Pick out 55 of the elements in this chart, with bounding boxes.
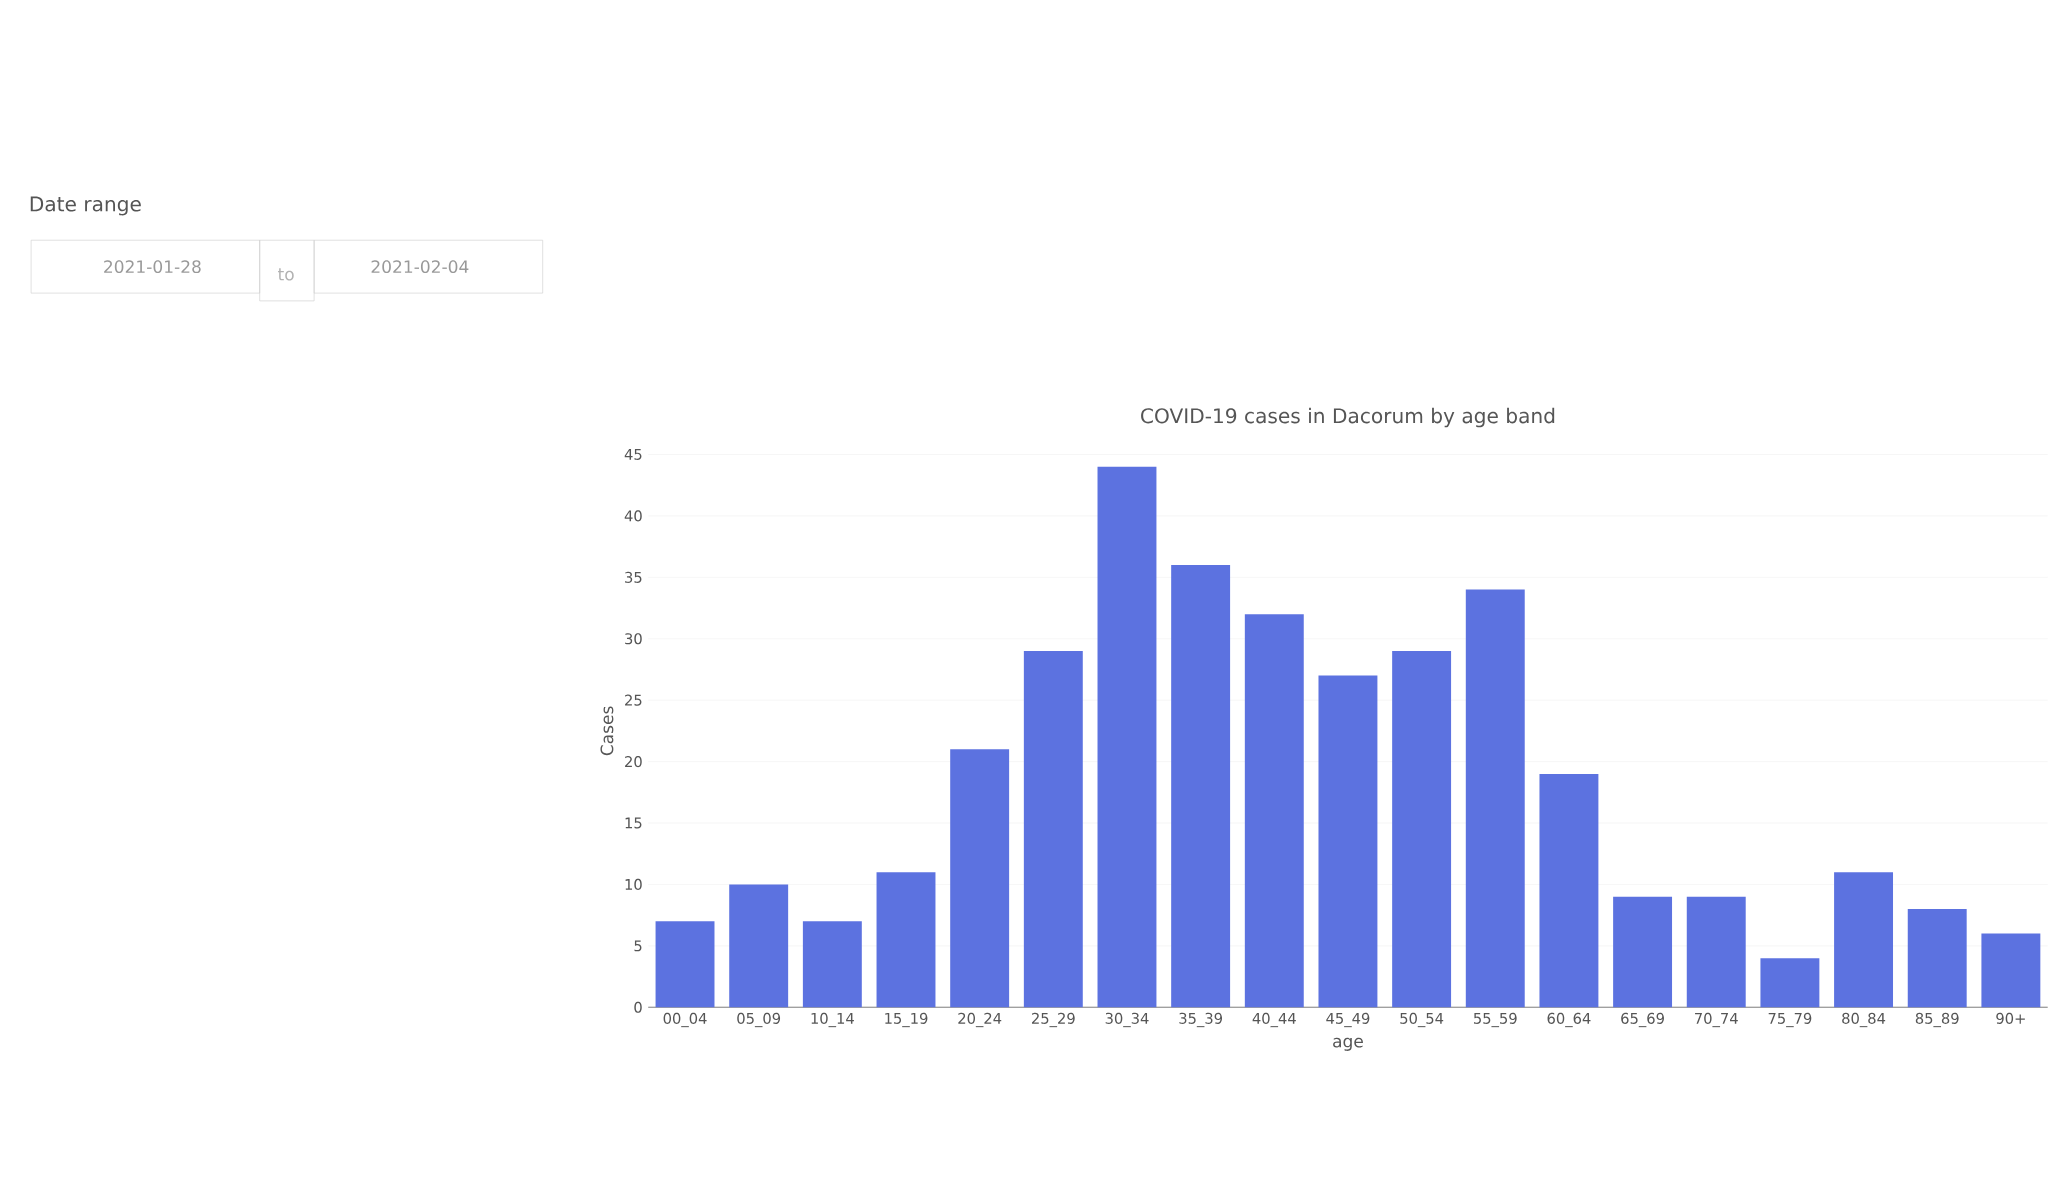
x-tick-label: 75_79	[1768, 1012, 1812, 1027]
y-tick-label: 15	[625, 817, 642, 829]
x-tick-label: 65_69	[1621, 1012, 1664, 1027]
y-axis-title: Cases	[600, 706, 614, 756]
bar	[802, 921, 862, 1008]
bar	[1613, 896, 1673, 1008]
bar	[1686, 896, 1746, 1008]
bar	[950, 749, 1010, 1008]
text: 2021-02-04	[371, 260, 469, 273]
bar	[655, 921, 715, 1008]
chart-title: COVID-19 cases in Dacorum by age band	[1141, 407, 1555, 428]
x-tick-label: 40_44	[1252, 1012, 1296, 1027]
bar	[1981, 933, 2041, 1008]
y-tick-label: 40	[624, 510, 642, 522]
text: to	[278, 268, 294, 281]
y-tick-label: 0	[634, 1001, 642, 1013]
x-tick-label: 90+	[1996, 1012, 2025, 1024]
bar	[1244, 614, 1304, 1008]
y-tick-label: 10	[625, 878, 642, 890]
text: Date range	[30, 196, 141, 216]
bar	[1760, 958, 1820, 1008]
x-tick-label: 55_59	[1474, 1012, 1517, 1027]
x-tick-label: 45_49	[1326, 1012, 1370, 1027]
bar	[1539, 773, 1599, 1008]
x-tick-label: 50_54	[1400, 1012, 1444, 1027]
y-tick-label: 5	[634, 940, 642, 952]
text: 2021-01-28	[104, 260, 201, 273]
y-tick-label: 25	[625, 694, 642, 706]
bar	[1392, 650, 1452, 1008]
y-tick-label: 35	[625, 571, 642, 583]
x-tick-label: 05_09	[737, 1012, 781, 1027]
bar	[1023, 650, 1083, 1008]
bar	[1834, 872, 1894, 1008]
x-tick-label: 70_74	[1695, 1012, 1738, 1027]
x-tick-label: 35_39	[1179, 1012, 1222, 1027]
y-tick-label: 20	[625, 755, 642, 768]
y-tick-label: 30	[625, 633, 642, 645]
bar	[1318, 675, 1378, 1008]
x-tick-label: 20_24	[958, 1012, 1002, 1027]
x-tick-label: 10_14	[811, 1012, 854, 1027]
x-tick-label: 25_29	[1031, 1012, 1075, 1027]
bar	[1171, 564, 1231, 1008]
x-tick-label: 80_84	[1842, 1012, 1886, 1027]
bar	[876, 872, 936, 1008]
bar	[1907, 908, 1967, 1008]
x-tick-label: 60_64	[1547, 1012, 1591, 1027]
x-tick-label: 00_04	[663, 1012, 707, 1027]
x-tick-label: 30_34	[1105, 1012, 1149, 1027]
x-tick-label: 15_19	[885, 1012, 928, 1027]
bar	[729, 884, 789, 1008]
bar	[1465, 589, 1525, 1008]
x-tick-label: 85_89	[1915, 1012, 1959, 1027]
bar	[1097, 466, 1157, 1008]
x-axis-title: age	[1333, 1037, 1363, 1051]
y-tick-label: 45	[624, 448, 642, 460]
